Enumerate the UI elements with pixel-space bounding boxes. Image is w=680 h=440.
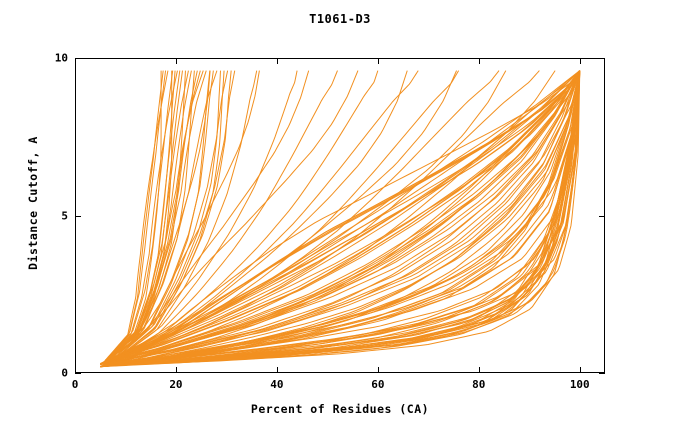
series-line [111, 70, 218, 361]
series-line [104, 70, 169, 361]
series-line [104, 70, 162, 361]
series-line [102, 70, 581, 366]
plot-area [75, 58, 605, 373]
series-line [110, 70, 338, 363]
y-tick-label: 10 [54, 51, 68, 65]
x-tick-label: 60 [371, 378, 385, 391]
series-line [109, 70, 204, 361]
x-tickmark [377, 367, 379, 373]
y-axis-label: Distance Cutoff, A [26, 136, 40, 270]
series-line [105, 70, 581, 364]
series-line [105, 70, 460, 365]
series-line [104, 70, 167, 361]
x-tickmark [175, 58, 177, 64]
series-line [111, 70, 214, 361]
y-tick-label: 5 [61, 209, 68, 222]
series-line [108, 70, 581, 362]
series-line [102, 70, 581, 366]
x-tickmark [478, 58, 480, 64]
series-line [107, 70, 581, 362]
y-tickmark [599, 58, 605, 59]
x-tickmark [175, 367, 177, 373]
x-tick-label: 40 [270, 378, 284, 391]
series-line [101, 70, 581, 367]
series-line [114, 70, 258, 362]
y-tickmark [75, 58, 81, 59]
y-tickmark [75, 373, 81, 374]
series-line [100, 70, 581, 368]
series-line [108, 70, 379, 364]
series-line [112, 70, 221, 361]
x-tick-label: 100 [569, 378, 590, 391]
series-line [104, 70, 581, 365]
series-line [105, 70, 581, 363]
x-tickmark [75, 367, 76, 373]
series-line [113, 70, 229, 361]
series-line [109, 70, 207, 361]
series-line [105, 70, 581, 363]
series-line [104, 70, 174, 361]
x-axis-label: Percent of Residues (CA) [250, 402, 430, 416]
series-line [106, 70, 189, 361]
x-tickmark [75, 58, 76, 64]
series-line [104, 70, 581, 366]
x-tickmark [377, 58, 379, 64]
series-line [103, 70, 581, 366]
series-line [101, 70, 581, 367]
x-tick-label: 0 [71, 378, 79, 391]
x-tickmark [579, 58, 581, 64]
y-tickmark [599, 373, 605, 374]
chart-title: T1061-D3 [309, 12, 371, 26]
series-line [105, 70, 581, 364]
x-tickmark [276, 58, 278, 64]
x-tickmark [478, 367, 480, 373]
y-tickmark [75, 215, 81, 217]
series-line [107, 70, 419, 365]
x-tick-label: 80 [472, 378, 486, 391]
series-line [104, 70, 178, 361]
series-line [105, 70, 581, 364]
series-line [105, 70, 581, 363]
y-tick-label: 0 [61, 366, 68, 380]
series-line [109, 70, 581, 362]
x-tickmark [579, 367, 581, 373]
x-tick-label: 20 [169, 378, 183, 391]
series-line [112, 70, 298, 362]
series-line [102, 70, 581, 367]
series-line [108, 70, 581, 362]
series-line [114, 70, 236, 361]
series-line [107, 70, 195, 361]
series-lines [100, 70, 581, 368]
series-line [104, 70, 581, 365]
y-tickmark [599, 215, 605, 217]
x-tickmark [276, 367, 278, 373]
series-line [114, 70, 232, 361]
series-line [105, 70, 581, 363]
series-line [105, 70, 581, 364]
series-line [110, 70, 581, 361]
